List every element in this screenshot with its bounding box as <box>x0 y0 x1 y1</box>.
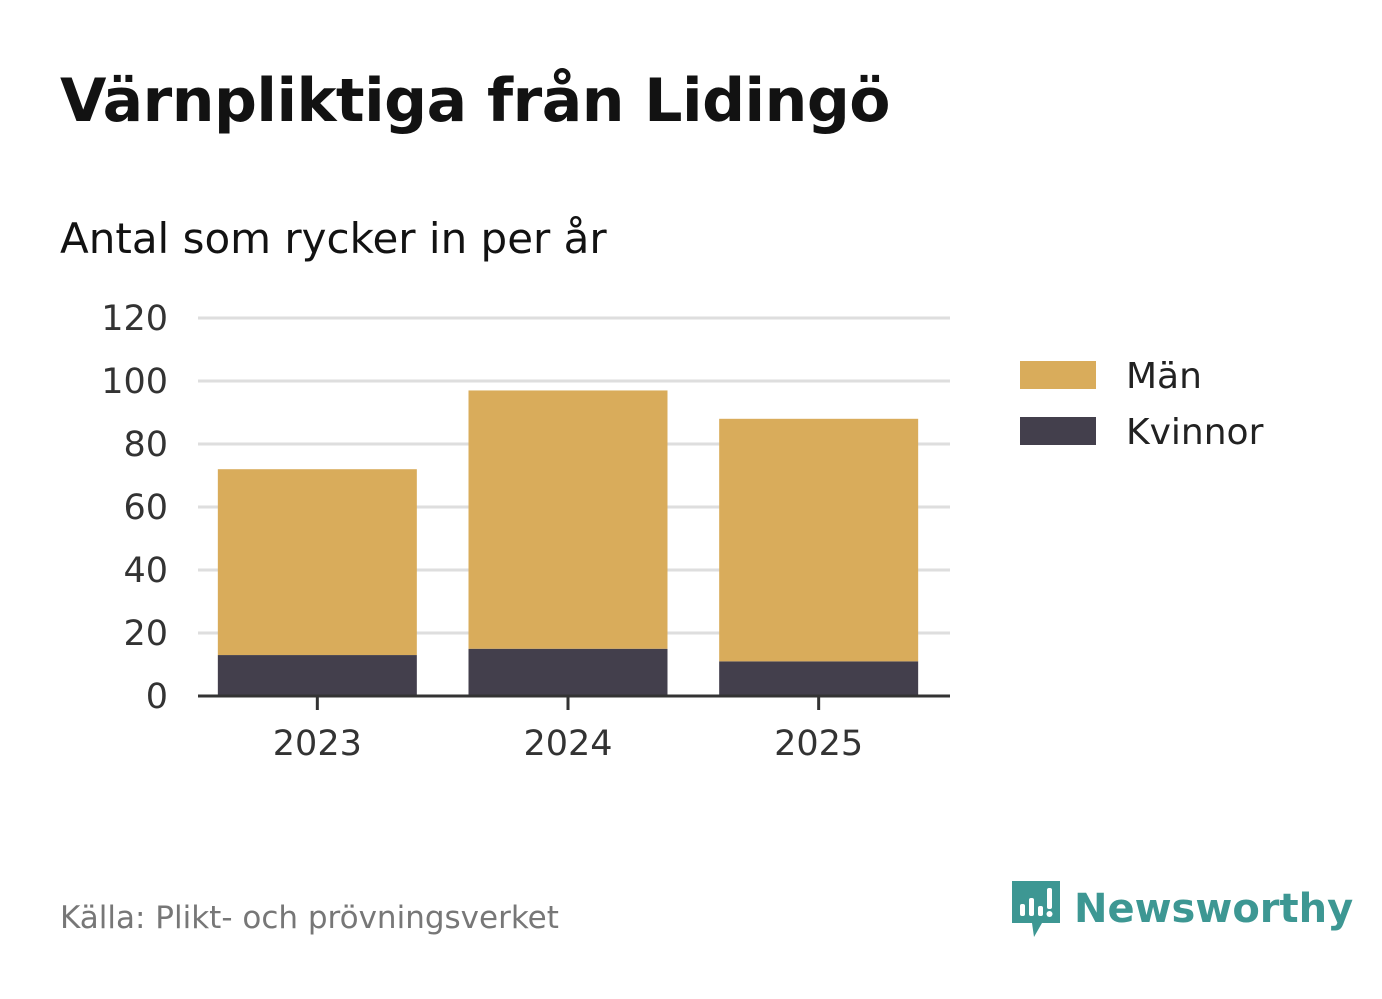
x-tick-label: 2025 <box>774 724 863 764</box>
y-tick-label: 20 <box>123 614 168 654</box>
bar-kvinnor-2025 <box>719 661 919 696</box>
newsworthy-brand[interactable]: Newsworthy <box>1010 878 1353 940</box>
y-tick-label: 80 <box>123 425 168 465</box>
x-tick-label: 2024 <box>523 724 612 764</box>
y-tick-label: 120 <box>101 299 168 339</box>
source-note: Källa: Plikt- och prövningsverket <box>60 900 559 936</box>
legend-label-man: Män <box>1126 356 1202 397</box>
bars <box>217 390 919 696</box>
x-tick-label: 2023 <box>273 724 362 764</box>
y-tick-label: 100 <box>101 362 168 402</box>
x-axis-ticks: 2023 2024 2025 <box>273 696 863 764</box>
y-tick-label: 40 <box>123 551 168 591</box>
brand-name: Newsworthy <box>1074 886 1354 932</box>
bar-kvinnor-2023 <box>217 655 417 696</box>
bar-man-2025 <box>719 418 919 662</box>
y-axis-ticks: 0 20 40 60 80 100 120 <box>101 299 168 717</box>
bar-man-2024 <box>468 390 668 649</box>
y-tick-label: 0 <box>146 677 168 717</box>
y-tick-label: 60 <box>123 488 168 528</box>
bar-kvinnor-2024 <box>468 648 668 696</box>
legend-swatch-kvinnor <box>1020 417 1096 445</box>
chart-title: Värnpliktiga från Lidingö <box>60 66 891 136</box>
legend: Män Kvinnor <box>1020 356 1264 453</box>
newsworthy-logo-icon <box>1012 881 1060 937</box>
legend-swatch-man <box>1020 361 1096 389</box>
bar-man-2023 <box>217 469 417 656</box>
legend-label-kvinnor: Kvinnor <box>1126 412 1264 453</box>
chart-subtitle: Antal som rycker in per år <box>60 214 607 263</box>
